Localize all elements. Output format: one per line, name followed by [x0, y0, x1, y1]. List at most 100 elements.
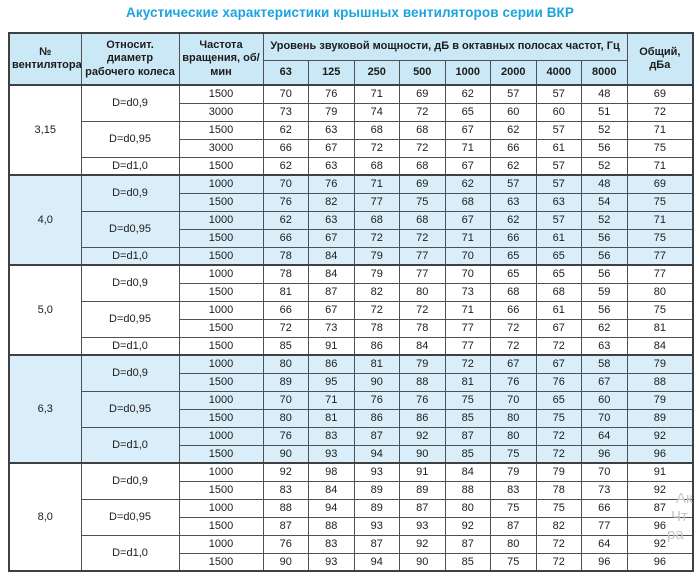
spl-value-cell-63: 80: [262, 408, 309, 428]
spl-value-cell-250: 71: [353, 174, 400, 194]
spl-value-cell-4000: 57: [535, 120, 582, 140]
spl-value-cell-2000: 57: [490, 84, 537, 104]
spl-value-cell-63: 62: [262, 156, 309, 176]
spl-value-cell-2000: 65: [490, 246, 537, 266]
spl-value-cell-63: 85: [262, 336, 309, 356]
spl-value-cell-125: 76: [308, 84, 355, 104]
spl-value-cell-250: 86: [353, 336, 400, 356]
spl-value-cell-2000: 66: [490, 300, 537, 320]
diameter-cell: D=d0,9: [80, 462, 180, 500]
total-dba-cell: 92: [626, 480, 694, 500]
rpm-cell: 3000: [178, 102, 264, 122]
spl-value-cell-4000: 65: [535, 264, 582, 284]
spl-value-cell-8000: 63: [581, 336, 628, 356]
spl-value-cell-125: 67: [308, 228, 355, 248]
spl-value-cell-500: 76: [399, 390, 446, 410]
spl-value-cell-4000: 61: [535, 300, 582, 320]
spl-value-cell-2000: 75: [490, 444, 537, 464]
spl-value-cell-250: 89: [353, 480, 400, 500]
spl-value-cell-500: 93: [399, 516, 446, 536]
spl-value-cell-63: 78: [262, 264, 309, 284]
table-row: D=d0,95 1000 66 67 72 72 71 66 61 56 75: [9, 300, 694, 338]
spl-value-cell-4000: 61: [535, 228, 582, 248]
spl-value-cell-63: 66: [262, 138, 309, 158]
spl-value-cell-500: 89: [399, 480, 446, 500]
spl-value-cell-250: 87: [353, 534, 400, 554]
spl-value-cell-4000: 72: [535, 336, 582, 356]
spl-value-cell-63: 90: [262, 444, 309, 464]
spl-value-cell-500: 86: [399, 408, 446, 428]
table-row: D=d1,0 1000 76 83 87 92 87 80 72 64 92: [9, 534, 694, 572]
spl-value-cell-8000: 56: [581, 138, 628, 158]
spl-value-cell-4000: 72: [535, 426, 582, 446]
total-dba-cell: 75: [626, 192, 694, 212]
total-dba-cell: 75: [626, 300, 694, 320]
watermark-text: Ак: [676, 490, 693, 507]
spl-value-cell-8000: 56: [581, 264, 628, 284]
total-dba-cell: 88: [626, 372, 694, 392]
col-header-diameter: Относит. диаметр рабочего колеса: [80, 32, 180, 86]
watermark-text: Чт: [671, 508, 688, 525]
spl-value-cell-125: 83: [308, 426, 355, 446]
spl-value-cell-8000: 77: [581, 516, 628, 536]
spl-value-cell-63: 92: [262, 462, 309, 482]
rpm-cell: 1000: [178, 210, 264, 230]
spl-value-cell-250: 81: [353, 354, 400, 374]
spl-value-cell-500: 80: [399, 282, 446, 302]
spl-value-cell-8000: 70: [581, 462, 628, 482]
spl-value-cell-125: 71: [308, 390, 355, 410]
spl-value-cell-125: 88: [308, 516, 355, 536]
spl-value-cell-125: 91: [308, 336, 355, 356]
spl-value-cell-2000: 60: [490, 102, 537, 122]
spl-value-cell-250: 72: [353, 228, 400, 248]
spl-value-cell-8000: 64: [581, 534, 628, 554]
spl-value-cell-500: 77: [399, 264, 446, 284]
spl-value-cell-8000: 52: [581, 120, 628, 140]
diameter-cell: D=d1,0: [80, 426, 180, 464]
spl-value-cell-2000: 87: [490, 516, 537, 536]
col-header-freq-8000: 8000: [581, 59, 628, 86]
spl-value-cell-2000: 65: [490, 264, 537, 284]
spl-value-cell-4000: 65: [535, 246, 582, 266]
spl-value-cell-125: 93: [308, 552, 355, 572]
rpm-cell: 1500: [178, 228, 264, 248]
spl-value-cell-500: 84: [399, 336, 446, 356]
diameter-cell: D=d1,0: [80, 336, 180, 356]
table-row: 1500 90 93 94 90 85 75 72 96 96: [9, 552, 694, 572]
spl-value-cell-125: 83: [308, 534, 355, 554]
spl-value-cell-125: 93: [308, 444, 355, 464]
spl-value-cell-500: 87: [399, 498, 446, 518]
table-row: 1500 87 88 93 93 92 87 82 77 96: [9, 516, 694, 536]
total-dba-cell: 84: [626, 336, 694, 356]
col-header-freq-63: 63: [262, 59, 309, 86]
total-dba-cell: 96: [626, 444, 694, 464]
spl-value-cell-1000: 70: [444, 246, 491, 266]
diameter-cell: D=d0,95: [80, 498, 180, 536]
spl-value-cell-2000: 62: [490, 120, 537, 140]
col-header-freq-250: 250: [353, 59, 400, 86]
spl-value-cell-4000: 57: [535, 174, 582, 194]
spl-value-cell-125: 76: [308, 174, 355, 194]
spl-value-cell-1000: 68: [444, 192, 491, 212]
spl-value-cell-125: 98: [308, 462, 355, 482]
col-header-sound-power: Уровень звуковой мощности, дБ в октавных…: [262, 32, 628, 61]
spl-value-cell-8000: 96: [581, 552, 628, 572]
rpm-cell: 1000: [178, 462, 264, 482]
spl-value-cell-2000: 72: [490, 318, 537, 338]
spl-value-cell-250: 68: [353, 120, 400, 140]
spl-value-cell-8000: 48: [581, 84, 628, 104]
spl-value-cell-4000: 67: [535, 354, 582, 374]
spl-value-cell-8000: 52: [581, 156, 628, 176]
spl-value-cell-125: 67: [308, 138, 355, 158]
total-dba-cell: 75: [626, 228, 694, 248]
total-dba-cell: 92: [626, 426, 694, 446]
spl-value-cell-1000: 62: [444, 174, 491, 194]
spl-value-cell-8000: 54: [581, 192, 628, 212]
table-row: 1500 66 67 72 72 71 66 61 56 75: [9, 228, 694, 248]
table-row: D=d0,95 1000 70 71 76 76 75 70 65 60 79: [9, 390, 694, 428]
spl-value-cell-1000: 85: [444, 444, 491, 464]
spl-value-cell-1000: 67: [444, 120, 491, 140]
table-header: № вентилятора Относит. диаметр рабочего …: [8, 32, 694, 86]
spl-value-cell-125: 63: [308, 210, 355, 230]
spl-value-cell-8000: 56: [581, 228, 628, 248]
